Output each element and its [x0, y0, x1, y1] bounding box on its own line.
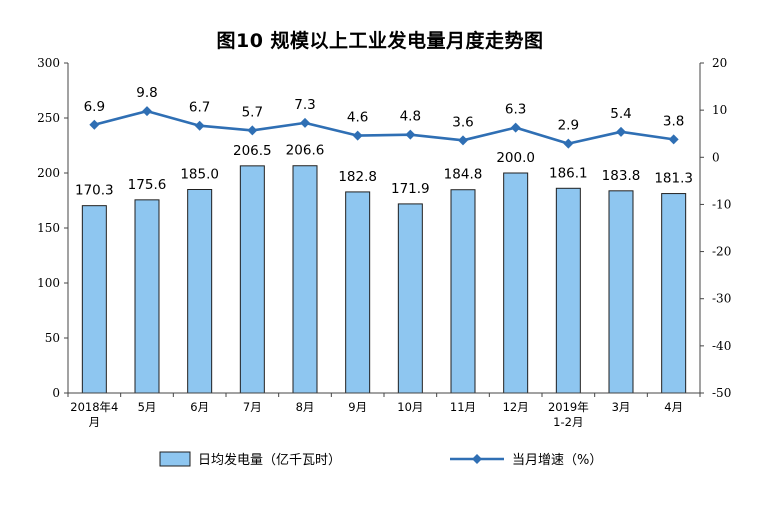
bar-value-label: 185.0	[180, 167, 219, 183]
bar	[608, 190, 634, 394]
y-tick-label-left: 100	[37, 276, 60, 290]
bar-value-label: 171.9	[391, 181, 430, 197]
bar-value-label: 206.6	[286, 143, 325, 159]
bar	[450, 189, 476, 394]
line-point-marker	[668, 134, 679, 145]
legend: 日均发电量（亿千瓦时） 当月增速（%）	[159, 451, 602, 468]
bar	[187, 189, 213, 394]
bar-value-label: 186.1	[549, 165, 588, 181]
x-tick-label: 8月	[296, 400, 315, 414]
line-value-label: 7.3	[294, 97, 315, 113]
bar	[503, 172, 529, 394]
y-tick-label-left: 50	[45, 331, 60, 345]
bar-value-label: 206.5	[233, 143, 272, 159]
y-tick-label-right: -40	[712, 339, 731, 353]
bar-value-label: 200.0	[496, 150, 535, 166]
y-tick-label-right: -50	[712, 386, 731, 400]
bar	[345, 191, 371, 394]
x-tick-label: 10月	[397, 400, 423, 414]
bar-value-label: 170.3	[75, 183, 114, 199]
line-point-marker	[458, 135, 468, 146]
line-value-label: 4.6	[347, 110, 368, 126]
x-tick-label: 7月	[243, 400, 262, 414]
line-point-marker	[89, 119, 100, 130]
x-tick-label: 9月	[348, 400, 367, 414]
line-value-label: 6.3	[505, 102, 526, 118]
line-point-marker	[300, 117, 310, 128]
y-tick-label-right: -30	[712, 292, 731, 306]
line-value-label: 2.9	[558, 118, 579, 134]
line-point-marker	[247, 125, 258, 136]
bar-value-label: 183.8	[602, 168, 641, 184]
bar-series	[81, 165, 687, 394]
bar	[292, 165, 318, 394]
bar	[81, 205, 107, 394]
line-point-marker	[194, 120, 205, 131]
line-point-marker	[563, 138, 574, 149]
growth-line	[94, 109, 674, 145]
x-tick-label: 5月	[138, 400, 157, 414]
x-tick-label: 1-2月	[553, 415, 583, 429]
line-point-marker	[616, 126, 626, 137]
bar-value-label: 182.8	[338, 169, 377, 185]
axes: 0 50 100 150 200 250 300 -50 -40 -30 -20 -10 0 10 20 20…	[37, 56, 731, 429]
y-tick-label-right: -10	[712, 197, 731, 211]
line-value-label: 3.8	[663, 113, 684, 129]
y-tick-label-left: 200	[37, 166, 60, 180]
bar-value-label: 175.6	[128, 177, 167, 193]
x-tick-label: 2018年4	[70, 400, 118, 414]
legend-swatch-bar	[159, 451, 191, 467]
bar	[555, 187, 581, 394]
line-point-marker	[352, 130, 363, 141]
y-tick-label-left: 300	[37, 56, 60, 70]
legend-marker-line	[472, 454, 482, 464]
line-value-label: 6.7	[189, 100, 210, 116]
x-tick-label: 6月	[190, 400, 209, 414]
y-tick-label-right: 20	[712, 56, 727, 70]
bar	[134, 199, 160, 394]
x-tick-label: 月	[89, 415, 101, 429]
y-tick-label-left: 0	[52, 386, 60, 400]
data-labels: 170.3 175.6 185.0 206.5 206.6 182.8 171.9 184.8…	[75, 85, 693, 199]
line-value-label: 5.4	[610, 106, 631, 122]
line-value-label: 9.8	[136, 85, 157, 101]
x-tick-label: 3月	[612, 400, 631, 414]
bar	[661, 193, 687, 394]
y-tick-label-left: 150	[37, 221, 60, 235]
line-value-label: 5.7	[242, 104, 263, 120]
chart-title: 图10 规模以上工业发电量月度走势图	[216, 30, 544, 52]
y-tick-label-right: 10	[712, 103, 727, 117]
line-point-marker	[510, 122, 521, 133]
x-tick-label: 12月	[503, 400, 529, 414]
y-tick-label-right: -20	[712, 245, 731, 259]
legend-label-bar: 日均发电量（亿千瓦时）	[198, 452, 341, 468]
x-tick-label: 11月	[450, 400, 476, 414]
bar	[397, 203, 423, 394]
line-value-label: 3.6	[452, 114, 473, 130]
line-value-label: 4.8	[400, 109, 421, 125]
y-tick-label-left: 250	[37, 111, 60, 125]
legend-label-line: 当月增速（%）	[512, 453, 602, 468]
bar-value-label: 181.3	[654, 171, 693, 187]
x-tick-label: 2019年	[548, 400, 589, 414]
line-point-marker	[142, 106, 152, 117]
bar	[239, 165, 265, 394]
line-series	[89, 106, 679, 149]
line-point-marker	[405, 129, 416, 140]
bar-value-label: 184.8	[444, 167, 483, 183]
line-value-label: 6.9	[84, 99, 105, 115]
x-tick-label: 4月	[664, 400, 683, 414]
y-tick-label-right: 0	[712, 150, 720, 164]
